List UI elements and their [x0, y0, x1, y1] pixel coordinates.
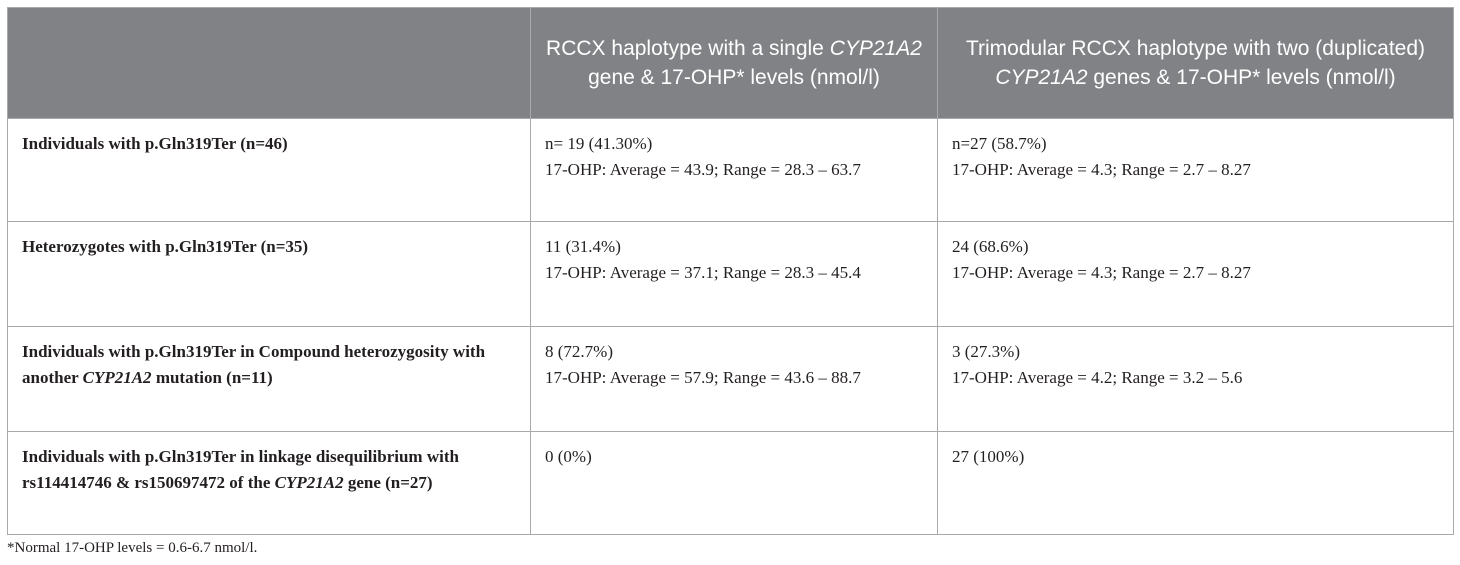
row-label: Heterozygotes with p.Gln319Ter (n=35) [7, 221, 531, 327]
table-body: Individuals with p.Gln319Ter (n=46) n= 1… [7, 118, 1454, 535]
header-single-gene: CYP21A2 [829, 37, 922, 60]
cell-single-gene: n= 19 (41.30%) 17-OHP: Average = 43.9; R… [530, 118, 938, 222]
table-row: Individuals with p.Gln319Ter in Compound… [7, 326, 1454, 432]
cell-ohp: 17-OHP: Average = 4.2; Range = 3.2 – 5.6 [952, 368, 1243, 387]
row-label-post: mutation (n=11) [151, 368, 273, 387]
header-cell-duplicated-gene: Trimodular RCCX haplotype with two (dupl… [937, 7, 1454, 119]
row-label: Individuals with p.Gln319Ter in Compound… [7, 326, 531, 432]
cell-count: 24 (68.6%) [952, 237, 1029, 256]
cell-ohp: 17-OHP: Average = 4.3; Range = 2.7 – 8.2… [952, 160, 1251, 179]
cell-duplicated-gene: 3 (27.3%) 17-OHP: Average = 4.2; Range =… [937, 326, 1454, 432]
header-dup-gene: CYP21A2 [995, 66, 1088, 89]
cell-count: 0 (0%) [545, 447, 592, 466]
table-footnote: *Normal 17-OHP levels = 0.6-6.7 nmol/l. [7, 540, 258, 556]
header-dup-pre: Trimodular RCCX haplotype with two (dupl… [965, 37, 1426, 60]
cell-single-gene: 11 (31.4%) 17-OHP: Average = 37.1; Range… [530, 221, 938, 327]
cell-ohp: 17-OHP: Average = 57.9; Range = 43.6 – 8… [545, 368, 861, 387]
header-row: RCCX haplotype with a single CYP21A2 gen… [7, 7, 1454, 119]
cell-count: 27 (100%) [952, 447, 1025, 466]
table-row: Individuals with p.Gln319Ter in linkage … [7, 431, 1454, 535]
cell-duplicated-gene: 24 (68.6%) 17-OHP: Average = 4.3; Range … [937, 221, 1454, 327]
row-label-gene: CYP21A2 [82, 368, 152, 387]
cell-count: 8 (72.7%) [545, 342, 613, 361]
row-label-pre: Individuals with p.Gln319Ter in linkage … [22, 447, 459, 492]
results-table-container: RCCX haplotype with a single CYP21A2 gen… [7, 7, 1454, 535]
row-label: Individuals with p.Gln319Ter in linkage … [7, 431, 531, 535]
row-label-post: gene (n=27) [343, 473, 433, 492]
cell-single-gene: 0 (0%) [530, 431, 938, 535]
cell-ohp: 17-OHP: Average = 4.3; Range = 2.7 – 8.2… [952, 263, 1251, 282]
cell-count: 11 (31.4%) [545, 237, 621, 256]
cell-ohp: 17-OHP: Average = 37.1; Range = 28.3 – 4… [545, 263, 861, 282]
cell-count: 3 (27.3%) [952, 342, 1020, 361]
cell-duplicated-gene: 27 (100%) [937, 431, 1454, 535]
row-label-pre: Individuals with p.Gln319Ter in Compound… [22, 342, 486, 387]
cell-duplicated-gene: n=27 (58.7%) 17-OHP: Average = 4.3; Rang… [937, 118, 1454, 222]
header-cell-single-gene: RCCX haplotype with a single CYP21A2 gen… [530, 7, 938, 119]
cell-count: n= 19 (41.30%) [545, 134, 653, 153]
row-label: Individuals with p.Gln319Ter (n=46) [7, 118, 531, 222]
row-label-text: Individuals with p.Gln319Ter (n=46) [22, 134, 288, 153]
table-row: Heterozygotes with p.Gln319Ter (n=35) 11… [7, 221, 1454, 327]
cell-count: n=27 (58.7%) [952, 134, 1047, 153]
row-label-gene: CYP21A2 [274, 473, 344, 492]
results-table: RCCX haplotype with a single CYP21A2 gen… [7, 7, 1454, 535]
header-dup-post: genes & 17-OHP* levels (nmol/l) [1087, 66, 1396, 89]
header-single-post: gene & 17-OHP* levels (nmol/l) [588, 66, 880, 89]
table-header: RCCX haplotype with a single CYP21A2 gen… [7, 7, 1454, 119]
header-cell-empty [7, 7, 531, 119]
row-label-text: Heterozygotes with p.Gln319Ter (n=35) [22, 237, 309, 256]
header-single-pre: RCCX haplotype with a single [546, 37, 830, 60]
cell-single-gene: 8 (72.7%) 17-OHP: Average = 57.9; Range … [530, 326, 938, 432]
table-row: Individuals with p.Gln319Ter (n=46) n= 1… [7, 118, 1454, 222]
cell-ohp: 17-OHP: Average = 43.9; Range = 28.3 – 6… [545, 160, 861, 179]
